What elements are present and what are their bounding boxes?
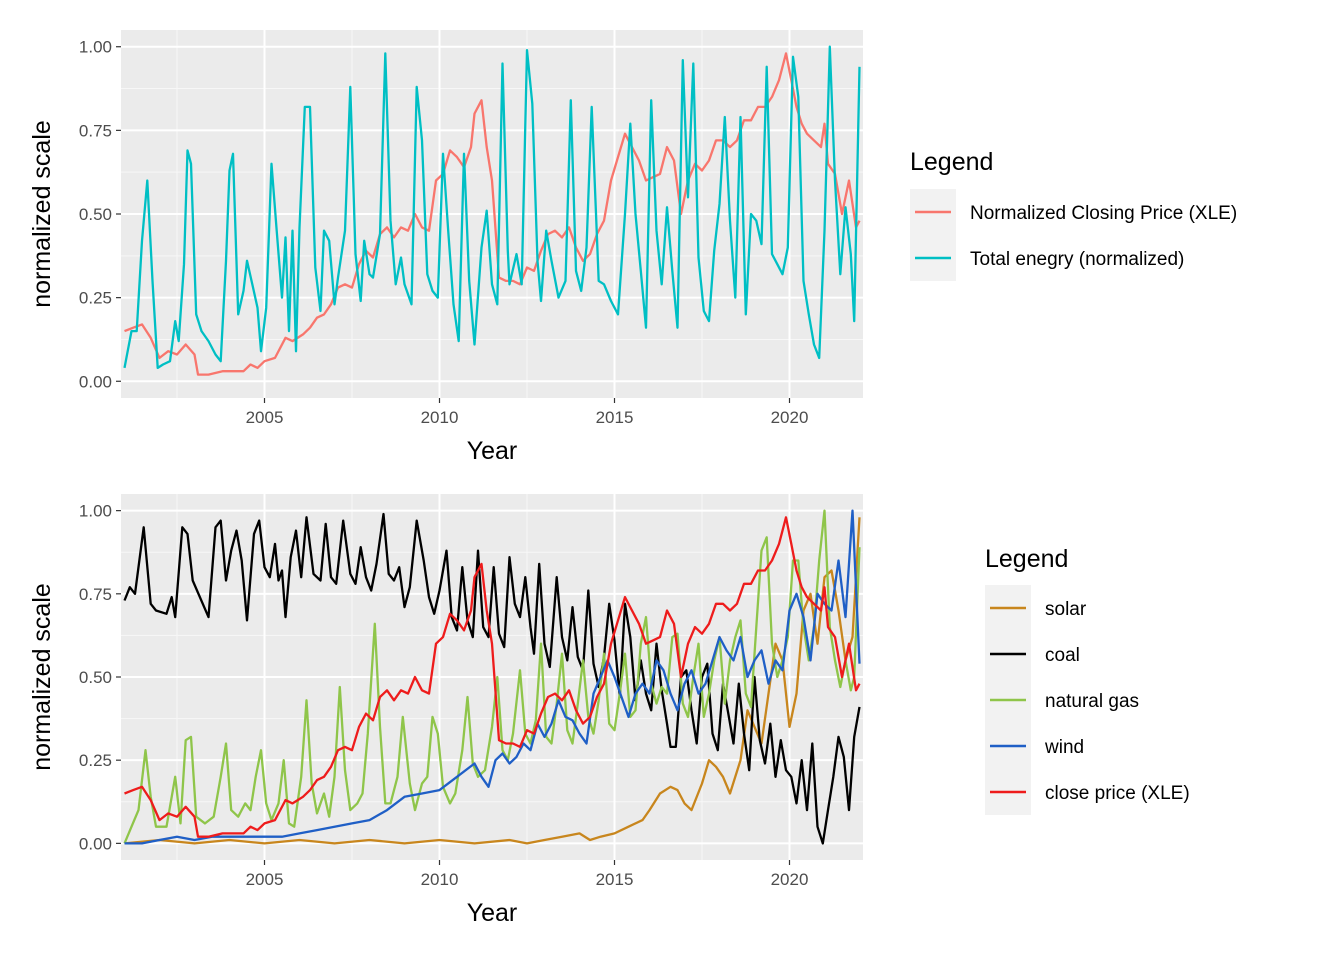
- legend-title: Legend: [985, 545, 1068, 573]
- series-group: [123, 509, 861, 845]
- x-axis-title: Year: [467, 437, 518, 465]
- x-axis-title: Year: [467, 899, 518, 927]
- x-tick-label: 2015: [596, 408, 634, 427]
- chart-panel-1: 0.00 0.25 0.50 0.75 1.00 2005 2010 2015 2020 Year…: [28, 30, 1237, 465]
- y-tick-label: 0.75: [79, 121, 112, 140]
- y-tick-label: 1.00: [79, 502, 112, 521]
- chart-panel-2: 0.00 0.25 0.50 0.75 1.00 2005 2010 2015 2020 Year…: [28, 494, 1190, 927]
- x-tick-label: 2005: [246, 870, 284, 889]
- y-tick-label: 0.25: [79, 289, 112, 308]
- legend: Legend Normalized Closing Price (XLE) Tota…: [910, 148, 1237, 281]
- legend: Legend solar coal natural gas wind close pric…: [985, 545, 1190, 815]
- y-axis-title: normalized scale: [28, 583, 56, 771]
- y-tick-label: 0.25: [79, 751, 112, 770]
- series-line-normalized-closing-price-xle: [124, 52, 861, 376]
- x-tick-label: 2005: [246, 408, 284, 427]
- x-tick-label: 2020: [771, 408, 809, 427]
- legend-label: solar: [1045, 599, 1087, 620]
- series-line-total-enegry-normalized: [123, 45, 861, 370]
- legend-title: Legend: [910, 148, 993, 176]
- y-tick-label: 0.50: [79, 205, 112, 224]
- x-tick-label: 2015: [596, 870, 634, 889]
- legend-label: Normalized Closing Price (XLE): [970, 203, 1237, 224]
- legend-label: wind: [1044, 737, 1084, 758]
- legend-label: coal: [1045, 645, 1080, 666]
- legend-label: Total enegry (normalized): [970, 249, 1184, 270]
- series-group: [123, 45, 861, 376]
- series-line-coal: [123, 512, 861, 845]
- x-tick-label: 2010: [421, 408, 459, 427]
- series-line-wind: [124, 509, 861, 845]
- y-axis-title: normalized scale: [28, 120, 56, 308]
- series-line-close-price-xle: [124, 516, 861, 838]
- y-tick-label: 0.75: [79, 585, 112, 604]
- legend-label: close price (XLE): [1045, 783, 1190, 804]
- legend-label: natural gas: [1045, 691, 1139, 712]
- legend-key-background: [910, 189, 956, 281]
- y-tick-label: 0.50: [79, 668, 112, 687]
- series-line-natural-gas: [123, 509, 861, 844]
- y-tick-label: 0.00: [79, 834, 112, 853]
- y-tick-label: 0.00: [79, 372, 112, 391]
- y-tick-label: 1.00: [79, 38, 112, 57]
- x-tick-label: 2010: [421, 870, 459, 889]
- x-tick-label: 2020: [771, 870, 809, 889]
